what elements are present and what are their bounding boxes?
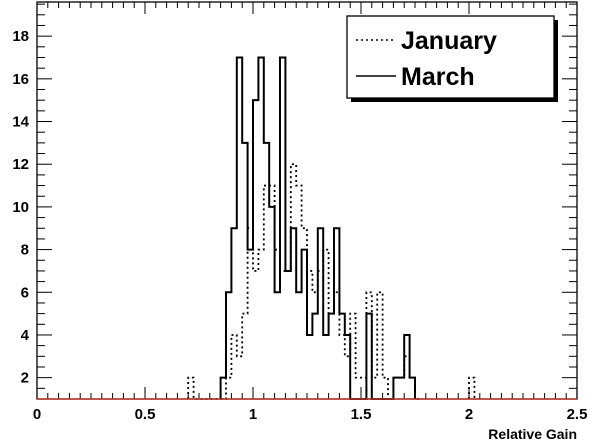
y-tick-label: 2 [21, 370, 29, 387]
x-axis-title: Relative Gain [488, 426, 577, 442]
y-tick-label: 16 [12, 71, 29, 88]
y-tick-label: 4 [21, 327, 30, 344]
y-tick-label: 14 [12, 114, 29, 131]
y-tick-label: 12 [12, 156, 29, 173]
y-tick-label: 8 [21, 242, 29, 259]
legend-march-label: March [401, 63, 475, 91]
x-tick-label: 0.5 [135, 406, 156, 423]
y-tick-label: 10 [12, 199, 29, 216]
tick-layer [36, 2, 578, 400]
x-tick-label: 1.5 [351, 406, 372, 423]
x-tick-label: 1 [249, 406, 257, 423]
label-layer: 0 0.5 1 1.5 2 2.5 2 4 6 8 10 12 14 16 18 [12, 28, 587, 423]
x-tick-label: 0 [33, 406, 41, 423]
x-tick-label: 2.5 [567, 406, 588, 423]
legend-january-label: January [401, 27, 497, 55]
legend: January March [346, 15, 558, 102]
x-tick-label: 2 [465, 406, 473, 423]
y-tick-label: 18 [12, 28, 29, 45]
y-tick-label: 6 [21, 284, 29, 301]
legend-box [346, 15, 555, 99]
